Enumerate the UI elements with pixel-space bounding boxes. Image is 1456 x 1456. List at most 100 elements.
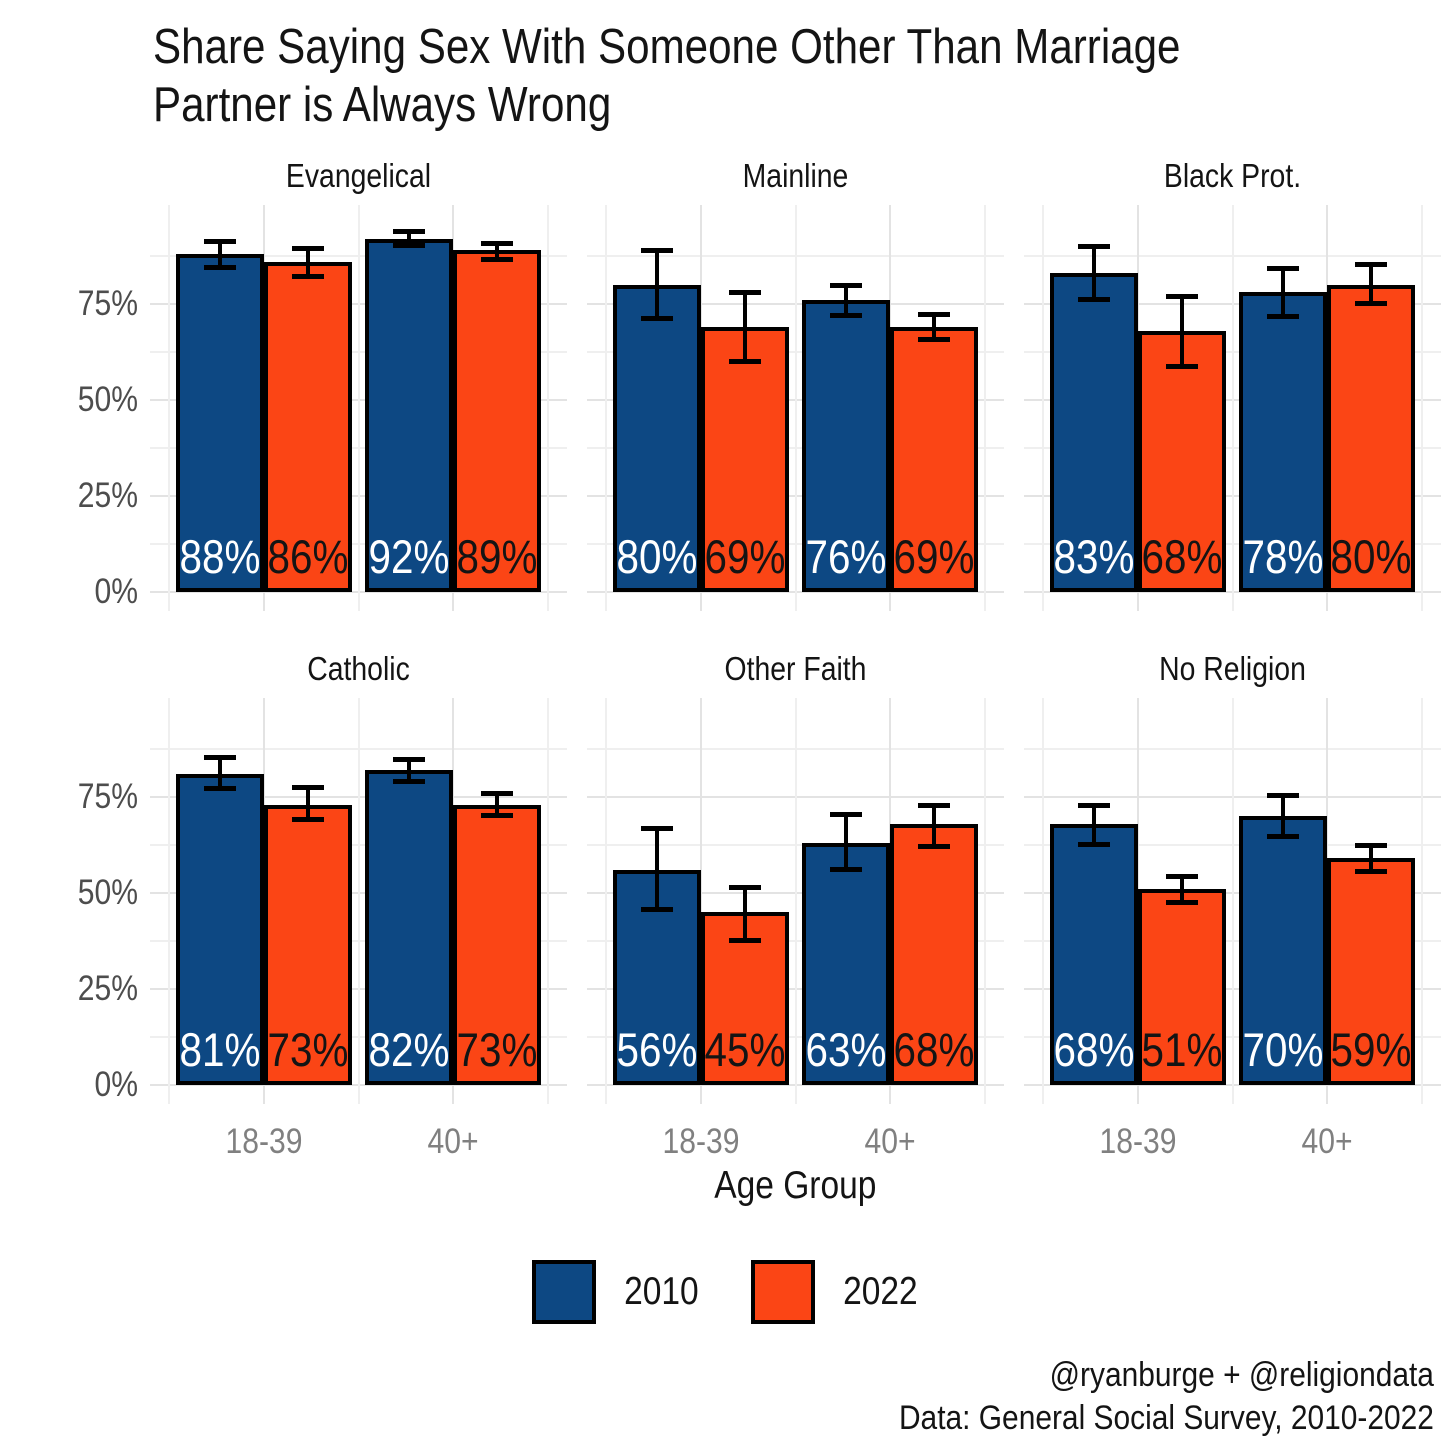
gridline-x-minor [1231,205,1234,611]
bar-value-label: 86% [267,530,349,583]
legend-label: 2010 [624,1270,699,1313]
credit-line: @ryanburge + @religiondata [1049,1356,1434,1394]
x-axis-tick-label: 40+ [864,1122,916,1161]
x-axis-tick-label: 40+ [1301,1122,1353,1161]
gridline-x-minor [547,205,549,611]
bar-2022-40+ [1327,858,1416,1085]
bar-value-label: 68% [1141,530,1223,583]
error-bar-cap-top [291,785,324,791]
error-bar-cap-top [291,246,324,252]
chart-title: Share Saying Sex With Someone Other Than… [153,18,1348,134]
error-bar-line [932,804,937,847]
legend-swatch-2022 [751,1260,815,1324]
gridline-x-minor [1421,205,1423,611]
error-bar-line [932,313,937,341]
facet-title: Catholic [307,650,410,687]
error-bar-cap-bottom [1355,868,1388,874]
error-bar-cap-top [918,311,951,317]
bar-2022-40+ [453,250,542,592]
error-bar-cap-top [1165,294,1198,300]
error-bar-cap-bottom [918,337,951,343]
error-bar-cap-top [203,238,236,244]
facet-title: Mainline [742,157,849,194]
bar-2010-40+ [365,770,454,1085]
error-bar-cap-top [830,812,863,818]
error-bar-cap-top [728,885,761,891]
bar-value-label: 68% [1053,1023,1135,1076]
error-bar-cap-top [481,791,514,797]
gridline-x-minor [605,698,607,1104]
error-bar-line [217,756,222,790]
bar-2010-18-39 [612,284,701,592]
bar-2022-40+ [890,823,979,1085]
error-bar-cap-bottom [1165,899,1198,905]
bar-value-label: 89% [456,530,538,583]
error-bar-cap-top [1077,802,1110,808]
error-bar-cap-bottom [481,256,514,262]
y-axis-tick-label: 75% [77,284,138,323]
legend-item: 2022 [751,1260,924,1324]
gridline-x-minor [605,205,607,611]
bar-value-label: 78% [1242,530,1324,583]
y-axis-tick-label: 0% [94,572,138,611]
error-bar-cap-bottom [1165,364,1198,370]
gridline-x-minor [794,698,797,1104]
error-bar-line [1281,267,1286,318]
facet-title: Other Faith [724,650,867,687]
bar-value-label: 73% [456,1023,538,1076]
error-bar-line [407,758,412,782]
error-bar-line [217,240,222,268]
x-axis-tick-label: 18-39 [225,1122,303,1161]
gridline-x-minor [357,205,360,611]
footer: @ryanburge + @religiondata Data: General… [826,1354,1434,1440]
gridline-x-minor [984,698,986,1104]
facet-panel: 68% 51% 70% 59% [1024,698,1441,1104]
error-bar-cap-top [481,240,514,246]
legend-item: 2010 [532,1260,705,1324]
x-axis-tick-label: 18-39 [662,1122,740,1161]
gridline-x-minor [794,205,797,611]
gridline-x-minor [357,698,360,1104]
error-bar-line [1179,875,1184,903]
error-bar-cap-bottom [1355,301,1388,306]
bar-2010-18-39 [175,254,264,592]
error-bar-line [1281,795,1286,838]
x-axis-title: Age Group [714,1164,877,1207]
chart-title-line-1: Share Saying Sex With Someone Other Than… [153,20,1181,74]
bar-value-label: 56% [616,1023,698,1076]
bar-value-label: 69% [704,530,786,583]
bar-2010-18-39 [1049,823,1138,1085]
bar-value-label: 59% [1330,1023,1412,1076]
gridline-x-minor [1042,205,1044,611]
x-axis-tick-label: 40+ [427,1122,479,1161]
facet-title: Evangelical [285,157,432,194]
gridline-x-minor [168,698,170,1104]
error-bar-line [1369,845,1374,872]
facet-panel: 88% 86% 92% 89% [150,205,567,611]
bar-value-label: 76% [805,530,887,583]
error-bar-cap-bottom [1077,297,1110,303]
bar-value-label: 73% [267,1023,349,1076]
error-bar-line [1091,246,1096,301]
error-bar-cap-bottom [640,907,673,913]
bar-value-label: 70% [1242,1023,1324,1076]
error-bar-cap-top [1165,873,1198,879]
gridline-x-major [699,698,702,1104]
bar-value-label: 68% [893,1023,975,1076]
y-axis-tick-label: 50% [77,380,138,419]
error-bar-cap-top [393,229,426,235]
facet-title: Black Prot. [1163,157,1302,194]
error-bar-cap-bottom [728,938,761,943]
bar-2022-18-39 [1137,889,1226,1085]
gridline-x-minor [1421,698,1423,1104]
y-axis-tick-label: 25% [77,969,138,1008]
bar-value-label: 92% [368,530,450,583]
bar-value-label: 45% [704,1023,786,1076]
gridline-x-minor [1231,698,1234,1104]
facet-title: No Religion [1159,650,1306,687]
y-axis-tick-label: 75% [77,777,138,816]
error-bar-line [654,250,659,320]
x-axis-tick-label: 18-39 [1099,1122,1177,1161]
legend-swatch-2010 [532,1260,597,1324]
error-bar-cap-bottom [291,274,324,280]
